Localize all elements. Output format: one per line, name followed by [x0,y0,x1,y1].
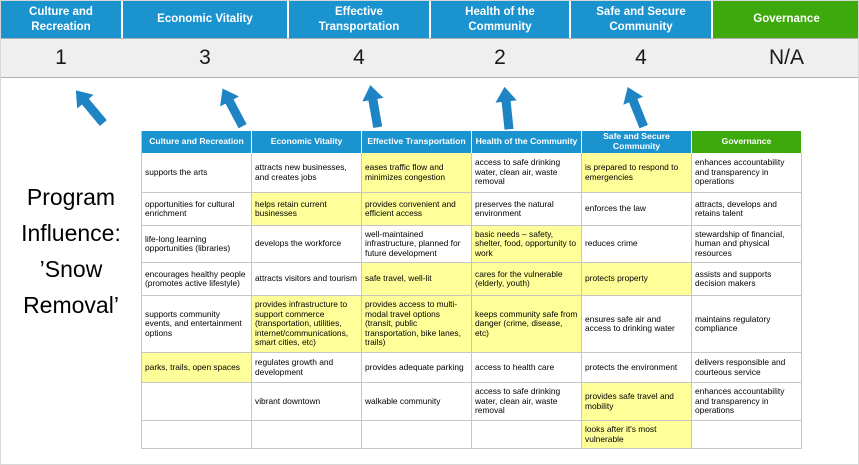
matrix-header-2: Economic Vitality [252,131,362,153]
matrix-cell-r7c5: provides safe travel and mobility [582,383,692,421]
matrix-cell-r2c4: preserves the natural environment [472,193,582,226]
pillar-score-2: 3 [199,46,211,69]
matrix-cell-r1c5: is prepared to respond to emergencies [582,153,692,193]
matrix-cell-r2c3: provides convenient and efficient access [362,193,472,226]
matrix-cell-r8c1 [142,421,252,449]
influence-arrow-1 [61,78,118,136]
scoreboard-header: Culture and Recreation Economic Vitality E… [1,1,858,38]
matrix-cell-r3c2: develops the workforce [252,226,362,263]
pillar-header-4: Health of the Community [431,1,569,38]
influence-arrow-3 [352,80,395,132]
matrix-cell-r5c1: supports community events, and entertain… [142,296,252,353]
matrix-cell-r5c3: provides access to multi-modal travel op… [362,296,472,353]
matrix-cell-r5c5: ensures safe air and access to drinking … [582,296,692,353]
matrix-cell-r6c5: protects the environment [582,353,692,383]
matrix-cell-r7c1 [142,383,252,421]
up-arrow-icon [623,87,648,129]
pillar-score-3: 4 [353,46,365,69]
pillar-score-4: 2 [494,46,506,69]
matrix-header-1: Culture and Recreation [142,131,252,153]
scoreboard-scores: 1 3 4 2 4 N/A [1,38,858,78]
matrix-cell-r4c4: cares for the vulnerable (elderly, youth… [472,263,582,296]
matrix-cell-r8c3 [362,421,472,449]
matrix-cell-r2c2: helps retain current businesses [252,193,362,226]
matrix-cell-r3c3: well-maintained infrastructure, planned … [362,226,472,263]
matrix-cell-r4c1: encourages healthy people (promotes acti… [142,263,252,296]
matrix-header-4: Health of the Community [472,131,582,153]
matrix-cell-r5c2: provides infrastructure to support comme… [252,296,362,353]
matrix-cell-r3c6: stewardship of financial, human and phys… [692,226,802,263]
influence-arrow-5 [610,79,661,135]
matrix-cell-r2c5: enforces the law [582,193,692,226]
pillar-header-6: Governance [713,1,858,38]
matrix-cell-r4c5: protects property [582,263,692,296]
matrix-cell-r7c2: vibrant downtown [252,383,362,421]
matrix-cell-r4c6: assists and supports decision makers [692,263,802,296]
matrix-cell-r3c1: life-long learning opportunities (librar… [142,226,252,263]
matrix-cell-r6c1: parks, trails, open spaces [142,353,252,383]
pillar-header-1: Culture and Recreation [1,1,121,38]
pillar-header-2: Economic Vitality [123,1,287,38]
matrix-cell-r3c4: basic needs – safety, shelter, food, opp… [472,226,582,263]
matrix-cell-r6c4: access to health care [472,353,582,383]
influence-arrow-2 [206,79,259,137]
matrix-cell-r7c3: walkable community [362,383,472,421]
up-arrow-icon [220,88,247,129]
up-arrow-icon [75,90,107,126]
matrix-cell-r1c4: access to safe drinking water, clean air… [472,153,582,193]
matrix-cell-r3c5: reduces crime [582,226,692,263]
matrix-cell-r2c6: attracts, develops and retains talent [692,193,802,226]
matrix-cell-r1c6: enhances accountability and transparency… [692,153,802,193]
pillar-score-6: N/A [768,46,804,69]
matrix-cell-r1c3: eases traffic flow and minimizes congest… [362,153,472,193]
influence-matrix: Culture and Recreation Economic Vitality E… [141,131,802,449]
matrix-header-6: Governance [692,131,802,153]
matrix-header-3: Effective Transportation [362,131,472,153]
matrix-cell-r8c6 [692,421,802,449]
up-arrow-icon [495,86,517,130]
matrix-cell-r4c2: attracts visitors and tourism [252,263,362,296]
matrix-cell-r7c6: enhances accountability and transparency… [692,383,802,421]
matrix-cell-r2c1: opportunities for cultural enrichment [142,193,252,226]
page-title: Program Influence: ’Snow Removal’ [21,184,121,318]
matrix-cell-r4c3: safe travel, well-lit [362,263,472,296]
matrix-cell-r8c2 [252,421,362,449]
matrix-header-5: Safe and Secure Community [582,131,692,153]
matrix-cell-r8c4 [472,421,582,449]
matrix-cell-r8c5: looks after it's most vulnerable [582,421,692,449]
pillar-score-1: 1 [55,46,67,69]
matrix-cell-r6c3: provides adequate parking [362,353,472,383]
pillar-header-5: Safe and Secure Community [571,1,711,38]
pillar-score-5: 4 [635,46,647,69]
matrix-cell-r7c4: access to safe drinking water, clean air… [472,383,582,421]
matrix-cell-r5c6: maintains regulatory compliance [692,296,802,353]
matrix-cell-r5c4: keeps community safe from danger (crime,… [472,296,582,353]
influence-arrow-4 [486,83,527,133]
pillar-header-3: Effective Transportation [289,1,429,38]
matrix-cell-r6c6: delivers responsible and courteous servi… [692,353,802,383]
matrix-cell-r6c2: regulates growth and development [252,353,362,383]
up-arrow-icon [362,85,384,128]
matrix-cell-r1c2: attracts new businesses, and creates job… [252,153,362,193]
matrix-cell-r1c1: supports the arts [142,153,252,193]
